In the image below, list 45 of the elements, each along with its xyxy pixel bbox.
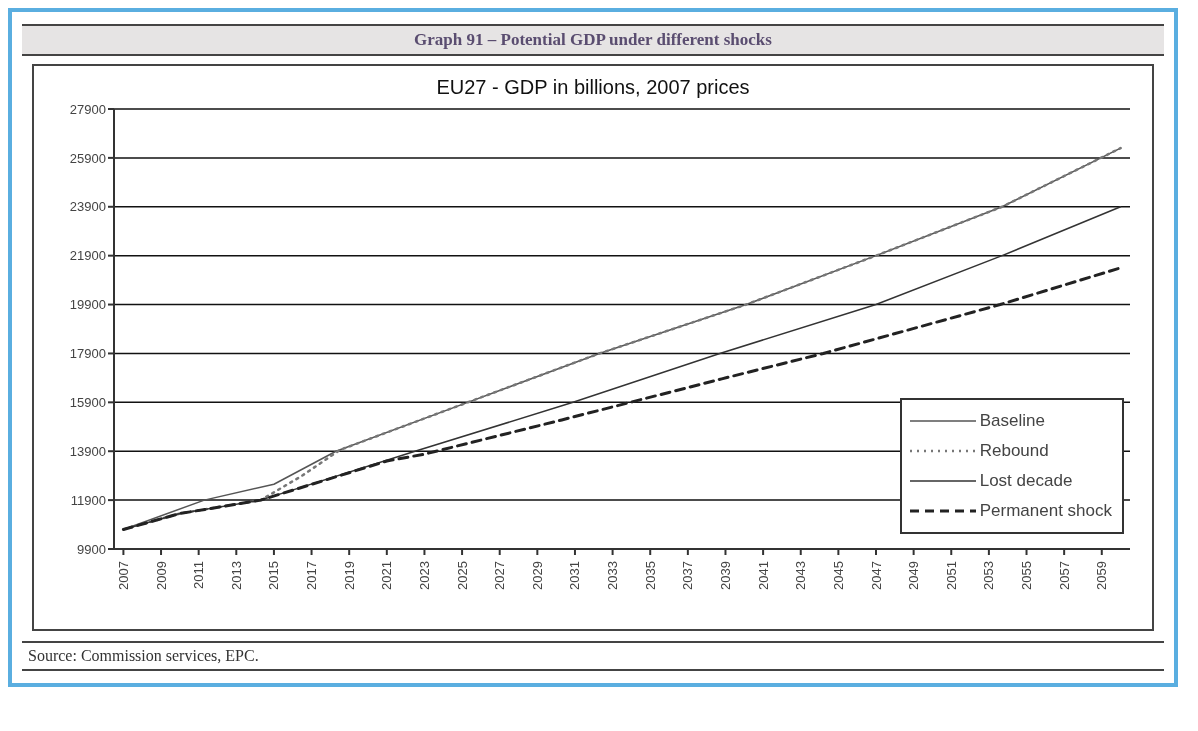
x-tick-label: 2033 bbox=[605, 561, 621, 590]
x-tick-label: 2007 bbox=[115, 561, 131, 590]
x-tick-label: 2013 bbox=[228, 561, 244, 590]
x-tick-label: 2039 bbox=[717, 561, 733, 590]
legend-label: Lost decade bbox=[979, 471, 1073, 491]
y-tick-label: 19900 bbox=[69, 297, 106, 313]
y-tick-label: 21900 bbox=[69, 248, 106, 264]
y-tick-label: 23900 bbox=[69, 199, 106, 215]
y-tick-label: 25900 bbox=[69, 150, 106, 166]
x-tick-label: 2053 bbox=[981, 561, 997, 590]
x-tick-label: 2035 bbox=[642, 561, 658, 590]
legend-label: Permanent shock bbox=[979, 501, 1112, 521]
x-tick-label: 2055 bbox=[1019, 561, 1035, 590]
line-series bbox=[121, 266, 1123, 531]
x-tick-label: 2051 bbox=[943, 561, 959, 590]
x-tick-label: 2015 bbox=[266, 561, 282, 590]
x-tick-label: 2021 bbox=[379, 561, 395, 590]
legend-label: Rebound bbox=[979, 441, 1049, 461]
x-tick-label: 2059 bbox=[1094, 561, 1110, 590]
y-tick-label: 27900 bbox=[69, 101, 106, 117]
x-tick-label: 2043 bbox=[793, 561, 809, 590]
x-tick-label: 2037 bbox=[680, 561, 696, 590]
y-tick-label: 15900 bbox=[69, 394, 106, 410]
x-tick-label: 2019 bbox=[341, 561, 357, 590]
source-note: Source: Commission services, EPC. bbox=[28, 647, 260, 665]
y-tick-label: 11900 bbox=[70, 492, 106, 508]
x-tick-label: 2041 bbox=[755, 561, 771, 590]
x-tick-label: 2047 bbox=[868, 561, 884, 590]
x-tick-label: 2027 bbox=[492, 561, 508, 590]
x-tick-label: 2017 bbox=[304, 561, 320, 590]
x-tick-label: 2023 bbox=[416, 561, 432, 590]
x-tick-label: 2011 bbox=[191, 561, 207, 589]
x-tick-label: 2045 bbox=[830, 561, 846, 590]
x-tick-label: 2049 bbox=[906, 561, 922, 590]
chart-subtitle: EU27 - GDP in billions, 2007 prices bbox=[435, 75, 751, 99]
x-tick-label: 2009 bbox=[153, 561, 169, 590]
x-tick-label: 2057 bbox=[1056, 561, 1072, 590]
chart-title: Graph 91 – Potential GDP under different shocks bbox=[22, 24, 1164, 56]
y-tick-label: 17900 bbox=[69, 346, 106, 362]
y-tick-label: 9900 bbox=[77, 541, 106, 557]
x-tick-label: 2029 bbox=[529, 561, 545, 590]
y-tick-label: 13900 bbox=[69, 443, 106, 459]
legend-label: Baseline bbox=[979, 411, 1045, 431]
x-tick-label: 2031 bbox=[567, 561, 583, 590]
x-tick-label: 2025 bbox=[454, 561, 470, 590]
